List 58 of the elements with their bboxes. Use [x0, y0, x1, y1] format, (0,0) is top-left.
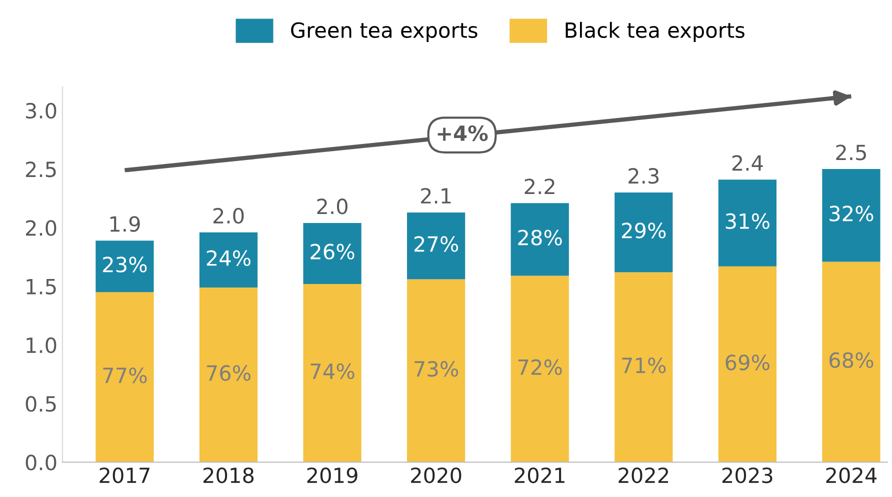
annotation: 31% — [726, 213, 770, 230]
total-label: 1.9 — [110, 216, 140, 232]
x-tick-label: 2017 — [100, 467, 150, 484]
y-tick-label: 3.0 — [26, 102, 56, 119]
annotation: 23% — [103, 256, 147, 272]
annotation: 77% — [103, 367, 147, 384]
bar — [822, 169, 880, 262]
x-tick-label: 2018 — [204, 467, 254, 484]
x-tick-label: 2024 — [826, 467, 877, 484]
annotation: 28% — [518, 230, 562, 246]
annotation: 71% — [622, 358, 666, 374]
annotation: +4% — [438, 125, 488, 142]
bar — [303, 284, 362, 462]
annotation: 27% — [414, 236, 458, 252]
x-tick-label: 2023 — [722, 467, 772, 484]
annotation: 74% — [310, 363, 354, 380]
annotation: 69% — [726, 354, 770, 370]
bar — [510, 276, 569, 462]
legend-label: Black tea exports — [566, 22, 744, 42]
total-label: 2.0 — [317, 198, 348, 214]
annotation: 72% — [518, 359, 562, 376]
x-tick-label: 2019 — [307, 467, 358, 484]
bar — [96, 292, 154, 462]
bar — [407, 212, 466, 280]
annotation: 76% — [207, 365, 250, 381]
y-tick-label: 0.5 — [26, 396, 56, 412]
total-label: 2.4 — [732, 155, 763, 171]
legend-label: Green tea exports — [291, 22, 478, 42]
bar — [199, 287, 258, 462]
bar — [199, 232, 258, 288]
bar — [96, 240, 154, 292]
x-tick-label: 2020 — [411, 467, 462, 484]
x-tick-label: 2022 — [618, 467, 668, 484]
total-label: 2.5 — [836, 144, 866, 160]
bar — [614, 272, 673, 462]
total-label: 2.1 — [421, 188, 451, 204]
annotation: 24% — [206, 250, 250, 266]
bar — [303, 223, 362, 284]
total-label: 2.0 — [213, 208, 244, 224]
bar — [718, 266, 776, 462]
y-tick-label: 1.5 — [26, 279, 56, 295]
y-tick-label: 2.0 — [26, 220, 56, 236]
y-tick-label: 0.0 — [26, 454, 56, 470]
bar — [614, 192, 673, 272]
bar — [822, 262, 880, 462]
total-label: 2.3 — [628, 168, 659, 184]
y-tick-label: 2.5 — [26, 162, 56, 178]
annotation: 73% — [414, 361, 458, 377]
total-label: 2.2 — [524, 178, 554, 194]
annotation: 68% — [830, 352, 874, 368]
annotation: 29% — [622, 222, 666, 238]
y-tick-label: 1.0 — [26, 337, 56, 354]
annotation: 26% — [310, 244, 354, 260]
x-tick-label: 2021 — [514, 467, 564, 484]
annotation: 32% — [830, 206, 874, 222]
bar — [510, 203, 569, 276]
bar — [718, 180, 776, 266]
bar — [407, 279, 466, 462]
